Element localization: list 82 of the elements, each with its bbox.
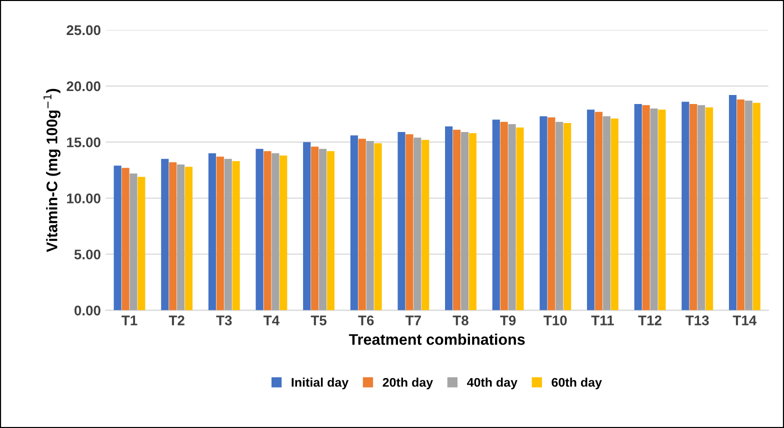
bar — [705, 107, 714, 310]
bar — [564, 123, 572, 310]
bar — [350, 135, 358, 310]
bar — [216, 156, 224, 310]
bar — [311, 146, 319, 310]
legend-label: 20th day — [382, 378, 433, 390]
bar — [224, 158, 232, 310]
y-tick-label: 10.00 — [67, 194, 100, 204]
bar — [634, 104, 642, 310]
bar — [280, 156, 288, 310]
bar — [177, 164, 185, 310]
bar — [492, 120, 500, 310]
bar — [548, 117, 556, 310]
bar — [264, 151, 272, 310]
bar — [406, 134, 414, 310]
bar — [650, 108, 658, 310]
y-tick-label: 25.00 — [66, 25, 100, 36]
bar — [690, 104, 698, 310]
bar — [468, 133, 476, 310]
bar — [184, 166, 193, 310]
bar — [414, 138, 422, 310]
x-tick-label: T3 — [216, 316, 232, 326]
x-tick-label: T12 — [638, 316, 662, 326]
x-tick-label: T11 — [591, 316, 614, 326]
bar — [698, 105, 706, 310]
bar — [272, 153, 280, 310]
x-axis-title: Treatment combinations — [348, 334, 525, 345]
bar — [422, 140, 430, 310]
bar — [358, 138, 366, 310]
x-tick-label: T1 — [122, 316, 138, 326]
y-axis-title: Vitamin-C (mg 100g$^{−1}$) — [44, 88, 60, 252]
bar — [602, 116, 610, 310]
bar — [130, 173, 138, 310]
x-tick-label: T5 — [310, 316, 326, 326]
bar — [658, 110, 666, 310]
bar — [318, 148, 327, 310]
bar — [232, 161, 240, 310]
bar — [303, 142, 311, 310]
bar — [744, 100, 752, 310]
bar — [736, 99, 744, 310]
bar — [682, 102, 690, 310]
bar — [398, 132, 406, 310]
bar — [366, 140, 374, 310]
y-tick-label: 0.00 — [74, 306, 100, 316]
bar — [586, 110, 595, 310]
legend-label: 40th day — [466, 378, 518, 390]
bar — [138, 176, 146, 310]
bar — [256, 148, 264, 310]
bar — [508, 124, 516, 310]
bar — [642, 105, 650, 310]
x-tick-label: T8 — [452, 316, 468, 326]
bar — [114, 166, 122, 310]
bar — [516, 128, 524, 310]
x-tick-label: T2 — [168, 316, 184, 326]
bar — [752, 102, 760, 310]
bar — [610, 118, 618, 310]
bar — [540, 116, 548, 310]
bar — [460, 132, 468, 310]
bar — [500, 122, 508, 310]
bar — [326, 151, 334, 310]
bar — [122, 168, 130, 310]
x-tick-label: T14 — [732, 316, 757, 326]
bar — [594, 112, 603, 310]
bar — [161, 158, 169, 310]
y-tick-label: 15.00 — [67, 137, 100, 148]
y-tick-label: 5.00 — [74, 250, 100, 260]
x-tick-label: T10 — [544, 316, 567, 326]
bar — [556, 122, 564, 310]
bar — [208, 153, 216, 310]
bar — [728, 95, 737, 310]
bar — [374, 143, 382, 310]
bar — [169, 162, 177, 310]
x-tick-label: T13 — [686, 316, 709, 326]
legend-label: Initial day — [292, 378, 349, 390]
x-tick-label: T9 — [500, 316, 516, 326]
legend-label: 60th day — [552, 378, 602, 390]
x-tick-label: T6 — [358, 316, 374, 326]
bar — [452, 130, 461, 310]
x-tick-label: T7 — [405, 316, 421, 326]
x-tick-label: T4 — [264, 316, 280, 326]
bar — [445, 126, 453, 310]
y-tick-label: 20.00 — [66, 81, 100, 92]
